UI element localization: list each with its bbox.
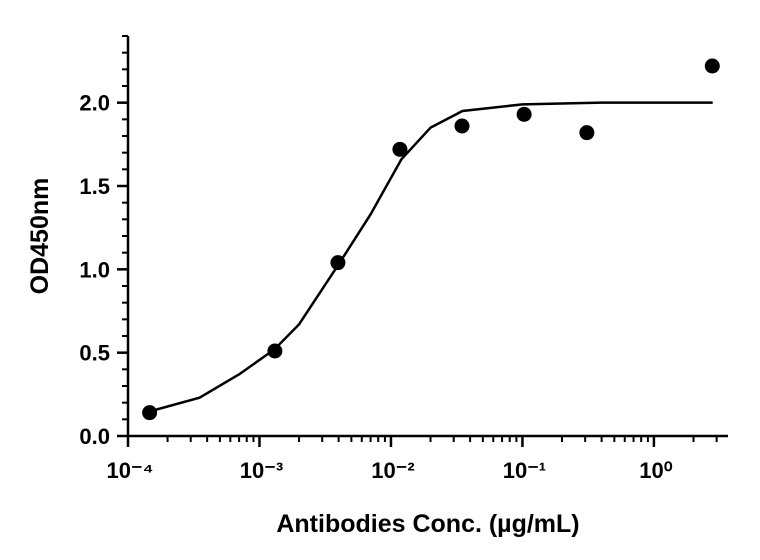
data-point [704, 58, 720, 74]
x-tick-label: 10⁻³ [240, 458, 283, 483]
y-tick-label: 2.0 [79, 91, 110, 116]
x-tick-label: 10⁻² [371, 458, 414, 483]
y-tick-label: 0.5 [79, 341, 110, 366]
data-point [454, 118, 470, 134]
x-tick-label: 10⁰ [639, 458, 672, 483]
fit-curve [150, 101, 713, 413]
y-axis-label: OD450nm [26, 178, 54, 295]
x-tick-label: 10⁻¹ [503, 458, 546, 483]
x-tick-label: 10⁻⁴ [107, 458, 154, 483]
data-point [516, 106, 532, 122]
data-point [392, 141, 408, 157]
y-tick-label: 0.0 [79, 424, 110, 449]
y-tick-label: 1.5 [79, 174, 110, 199]
data-point [579, 125, 595, 141]
data-point [267, 343, 283, 359]
y-tick-label: 1.0 [79, 257, 110, 282]
data-point [142, 405, 158, 421]
x-axis-label: Antibodies Conc. (µg/mL) [276, 510, 579, 538]
